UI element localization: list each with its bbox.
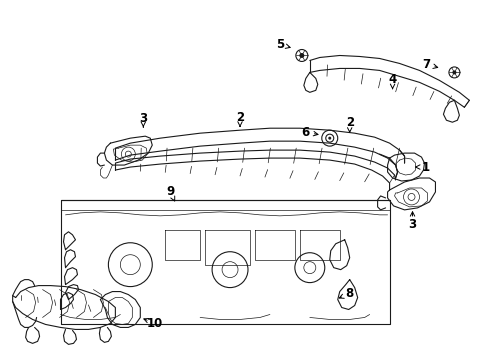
Text: 5: 5 (275, 38, 284, 51)
Text: 4: 4 (387, 73, 396, 86)
Circle shape (299, 53, 304, 58)
Text: 2: 2 (236, 111, 244, 124)
Text: 1: 1 (421, 161, 428, 174)
Text: 3: 3 (139, 112, 147, 125)
Text: 2: 2 (345, 116, 353, 129)
Text: 10: 10 (147, 317, 163, 330)
Text: 3: 3 (407, 218, 416, 231)
Text: 8: 8 (345, 287, 353, 300)
Text: 6: 6 (301, 126, 309, 139)
Text: 9: 9 (166, 185, 174, 198)
Text: 7: 7 (422, 58, 429, 71)
Circle shape (451, 71, 455, 75)
Circle shape (327, 137, 330, 140)
